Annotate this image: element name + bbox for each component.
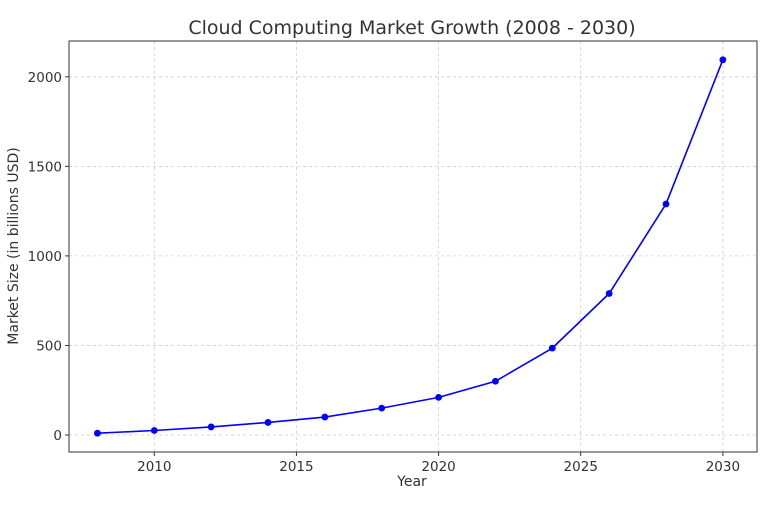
y-tick-label: 0 xyxy=(53,428,62,444)
x-tick-label: 2030 xyxy=(706,459,740,475)
series-layer xyxy=(94,56,727,437)
x-tick-label: 2010 xyxy=(137,459,171,475)
y-tick-label: 500 xyxy=(36,338,62,354)
data-point xyxy=(207,423,215,431)
plot-frame xyxy=(68,40,758,453)
data-point xyxy=(94,429,101,437)
y-tick-label: 1000 xyxy=(28,249,62,265)
y-axis-label: Market Size (in billions USD) xyxy=(6,147,22,344)
data-point xyxy=(662,200,670,208)
data-point xyxy=(492,377,499,385)
grid xyxy=(69,41,757,452)
data-point xyxy=(150,427,158,434)
data-point xyxy=(435,393,442,401)
series-line xyxy=(97,59,724,434)
data-point xyxy=(719,56,727,64)
y-tick-label: 2000 xyxy=(28,70,62,86)
data-point xyxy=(548,344,556,352)
data-point xyxy=(321,413,329,421)
data-point xyxy=(264,419,272,426)
x-tick-label: 2020 xyxy=(421,459,455,475)
chart-title: Cloud Computing Market Growth (2008 - 20… xyxy=(188,17,635,39)
data-point xyxy=(605,290,613,297)
x-tick-label: 2015 xyxy=(279,459,313,475)
data-point xyxy=(378,404,386,412)
axes: 2010 2015 2020 2025 2030 0 500 1000 1500 2000 xyxy=(28,40,758,475)
x-axis-label: Year xyxy=(396,474,427,490)
y-tick-label: 1500 xyxy=(28,159,62,175)
x-tick-label: 2025 xyxy=(564,459,598,475)
